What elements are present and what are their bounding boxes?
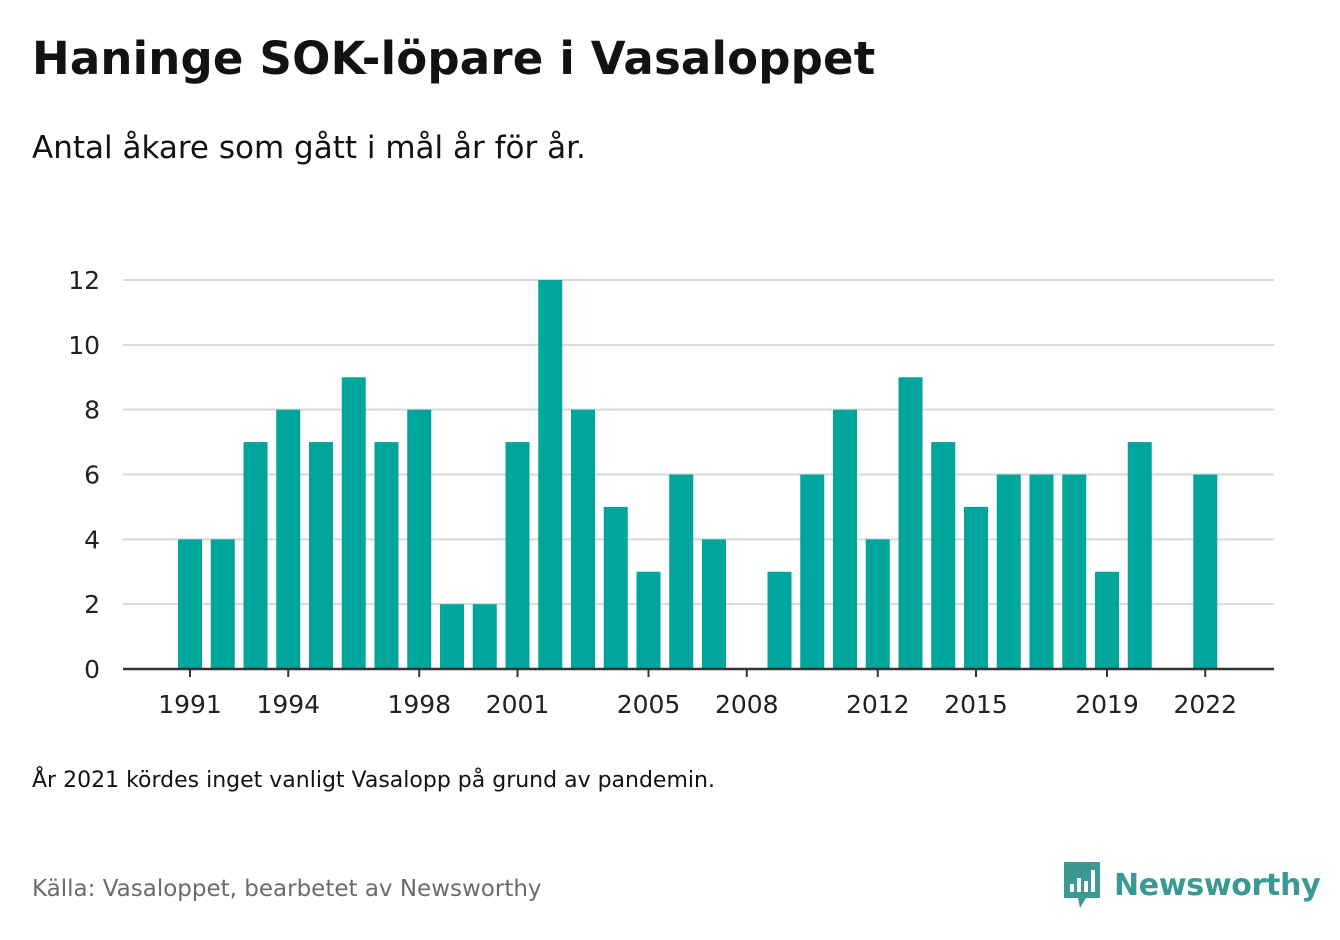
- bar-2006: [669, 474, 694, 669]
- bar-1997: [374, 442, 399, 669]
- bar-2000: [472, 604, 497, 669]
- y-tick-label: 2: [84, 590, 100, 619]
- bar-2001: [505, 442, 530, 669]
- y-tick-label: 10: [68, 331, 100, 360]
- y-tick-label: 4: [84, 525, 100, 554]
- y-tick-label: 6: [84, 461, 100, 490]
- bar-2016: [996, 474, 1021, 669]
- newsworthy-logo: Newsworthy: [1062, 860, 1321, 910]
- bar-1991: [178, 539, 202, 669]
- x-tick-label: 1998: [387, 690, 451, 719]
- bar-2003: [571, 409, 595, 669]
- y-tick-label: 0: [84, 655, 100, 684]
- x-tick-label: 2012: [846, 690, 910, 719]
- x-tick-label: 2005: [617, 690, 681, 719]
- bar-1992: [210, 539, 235, 669]
- newsworthy-logo-icon: [1064, 862, 1100, 908]
- chart-subtitle: Antal åkare som gått i mål år för år.: [32, 130, 586, 166]
- bar-chart: 0 2 4 6 8 10 12 1991 1994 1998 2001 2005 2008 2012 201…: [68, 266, 1274, 719]
- x-tick-label: 1991: [158, 690, 222, 719]
- bar-1994: [276, 409, 301, 669]
- bar-2015: [964, 506, 988, 669]
- y-tick-label: 8: [84, 396, 100, 425]
- y-tick-label: 12: [68, 266, 100, 295]
- bar-2022: [1193, 474, 1218, 669]
- chart-note: År 2021 kördes inget vanligt Vasalopp på…: [32, 768, 715, 793]
- bar-2009: [767, 571, 792, 669]
- chart-title: Haninge SOK-löpare i Vasaloppet: [32, 32, 876, 85]
- bar-1996: [341, 377, 366, 669]
- bar-2013: [898, 377, 923, 669]
- x-tick-label: 2015: [944, 690, 1008, 719]
- x-tick-label: 2001: [486, 690, 550, 719]
- bar-2010: [800, 474, 825, 669]
- bar-1995: [309, 442, 333, 669]
- x-tick-label: 2019: [1075, 690, 1139, 719]
- bar-1993: [243, 442, 268, 669]
- logo-text: Newsworthy: [1114, 867, 1321, 903]
- bar-2017: [1029, 474, 1054, 669]
- x-tick-label: 2008: [715, 690, 779, 719]
- bar-2018: [1062, 474, 1087, 669]
- x-tick-label: 2022: [1173, 690, 1237, 719]
- bar-2011: [833, 409, 857, 669]
- x-tick-label: 1994: [256, 690, 320, 719]
- bar-1999: [440, 604, 464, 669]
- bar-2020: [1127, 442, 1152, 669]
- source-credit: Källa: Vasaloppet, bearbetet av Newswort…: [32, 876, 542, 902]
- bar-2007: [702, 539, 726, 669]
- bar-2004: [603, 506, 628, 669]
- bar-2014: [931, 442, 956, 669]
- bar-2012: [865, 539, 890, 669]
- bar-2005: [636, 571, 661, 669]
- bar-2002: [538, 280, 563, 669]
- bar-2019: [1095, 571, 1119, 669]
- bar-1998: [407, 409, 432, 669]
